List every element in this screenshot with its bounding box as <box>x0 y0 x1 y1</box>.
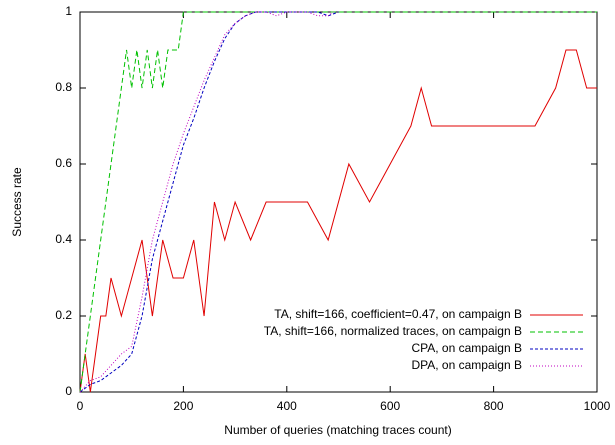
y-axis-label: Success rate <box>10 167 24 237</box>
legend-label: TA, shift=166, coefficient=0.47, on camp… <box>274 307 522 321</box>
x-tick-label: 1000 <box>584 399 611 413</box>
legend-label: TA, shift=166, normalized traces, on cam… <box>264 324 522 338</box>
x-tick-label: 800 <box>484 399 504 413</box>
x-tick-label: 0 <box>77 399 84 413</box>
y-tick-label: 0.2 <box>55 308 72 322</box>
x-tick-label: 400 <box>277 399 297 413</box>
legend-label: DPA, on campaign B <box>411 358 522 372</box>
y-tick-label: 1 <box>65 4 72 18</box>
series-line <box>79 49 597 393</box>
y-tick-label: 0.4 <box>55 232 72 246</box>
x-tick-label: 200 <box>173 399 193 413</box>
y-tick-label: 0.6 <box>55 156 72 170</box>
y-tick-label: 0 <box>65 384 72 398</box>
y-tick-label: 0.8 <box>55 80 72 94</box>
x-tick-label: 600 <box>380 399 400 413</box>
x-axis-label: Number of queries (matching traces count… <box>224 423 451 437</box>
legend-label: CPA, on campaign B <box>411 341 522 355</box>
series-line <box>79 11 597 393</box>
series-line <box>79 11 339 393</box>
